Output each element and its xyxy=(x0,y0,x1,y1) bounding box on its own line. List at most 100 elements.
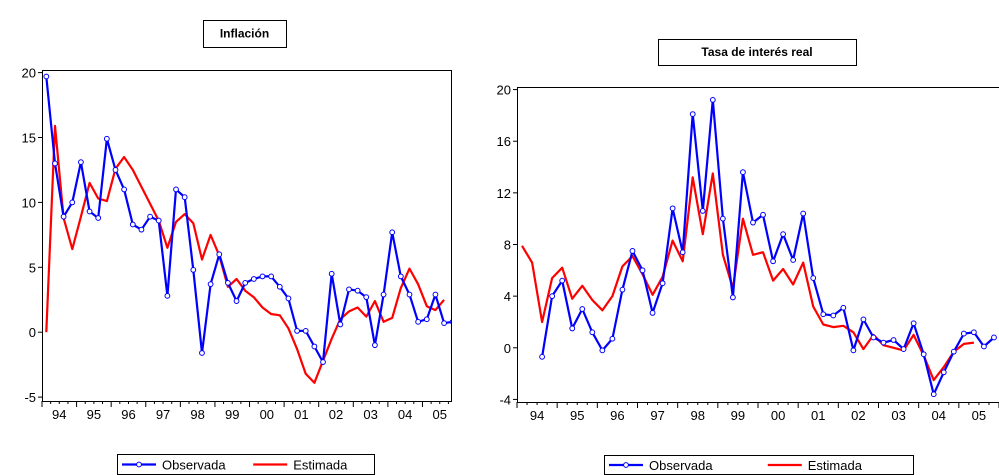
inflacion-y-tick-label: 15 xyxy=(22,130,36,145)
tasa-interes-x-tick-label: 95 xyxy=(570,408,584,423)
inflacion-x-tick-label: 95 xyxy=(87,407,101,422)
tasa-interes-point xyxy=(629,248,636,254)
inflacion-legend-observada-marker xyxy=(136,461,142,468)
inflacion-point xyxy=(432,291,439,298)
tasa-interes-point xyxy=(850,347,857,354)
inflacion-point xyxy=(346,286,352,293)
inflacion-point xyxy=(259,273,266,280)
inflacion-point xyxy=(354,287,361,294)
inflacion-x-tick-label: 99 xyxy=(225,407,239,422)
inflacion-point xyxy=(406,291,413,298)
tasa-interes-point xyxy=(820,311,827,318)
tasa-interes-point xyxy=(539,353,546,360)
inflacion-point xyxy=(78,159,84,166)
inflacion-title-box xyxy=(203,20,287,48)
inflacion-y-tick-label: 10 xyxy=(22,195,36,210)
inflacion-point xyxy=(147,213,153,220)
inflacion-point xyxy=(423,316,430,323)
tasa-interes-line-estimada xyxy=(521,172,975,382)
inflacion-point xyxy=(95,215,102,221)
inflacion-point xyxy=(138,226,145,233)
tasa-interes-point xyxy=(689,111,696,118)
tasa-interes-point xyxy=(770,258,776,265)
tasa-interes-x-tick-label: 96 xyxy=(610,408,624,423)
inflacion-point xyxy=(380,291,387,298)
tasa-interes-legend-observada-label: Observada xyxy=(649,458,713,473)
inflacion-point xyxy=(43,73,50,80)
inflacion-point xyxy=(415,318,422,325)
tasa-interes-point xyxy=(950,348,957,355)
inflacion-point xyxy=(181,194,188,201)
tasa-interes-point xyxy=(910,320,917,327)
tasa-interes-point xyxy=(679,249,686,256)
tasa-interes-point xyxy=(790,257,797,263)
tasa-interes-point xyxy=(840,304,847,311)
tasa-interes-point xyxy=(900,346,907,352)
tasa-interes-point xyxy=(800,210,807,217)
tasa-interes-point xyxy=(729,294,736,301)
tasa-interes-x-tick-label: 00 xyxy=(771,408,785,423)
tasa-interes-point xyxy=(750,219,756,226)
tasa-interes-y-tick-label: 20 xyxy=(497,83,511,98)
tasa-interes-point xyxy=(609,335,616,342)
tasa-interes-series-observada xyxy=(539,97,997,398)
tasa-interes-point xyxy=(970,329,977,336)
inflacion-x-tick-label: 04 xyxy=(398,407,412,422)
tasa-interes-legend-estimada-label: Estimada xyxy=(808,458,863,473)
inflacion-point xyxy=(164,292,171,299)
tasa-interes-point xyxy=(599,347,606,354)
tasa-interes-y-tick-label: 8 xyxy=(504,238,511,253)
tasa-interes-point xyxy=(780,231,787,238)
inflacion-point xyxy=(302,328,309,334)
inflacion-point xyxy=(389,229,396,236)
tasa-interes-point xyxy=(719,215,726,222)
tasa-interes-x-tick-label: 01 xyxy=(811,408,825,423)
inflacion-point xyxy=(190,266,197,273)
tasa-interes-point xyxy=(659,280,666,287)
inflacion-x-tick-label: 03 xyxy=(363,407,377,422)
inflacion-point xyxy=(233,298,240,304)
tasa-interes-point xyxy=(981,343,987,350)
tasa-interes-point xyxy=(559,277,566,284)
tasa-interes-point xyxy=(940,369,947,376)
tasa-interes-point xyxy=(740,169,746,176)
inflacion-point xyxy=(86,208,93,215)
inflacion-point xyxy=(60,213,67,220)
inflacion-point xyxy=(173,186,179,193)
inflacion-point xyxy=(121,186,128,193)
tasa-interes-point xyxy=(639,267,646,274)
tasa-interes-title: Tasa de interés real xyxy=(701,45,812,59)
tasa-interes-x-tick-label: 97 xyxy=(650,408,664,423)
inflacion-point xyxy=(69,199,76,206)
tasa-interes-title-box xyxy=(658,39,857,66)
inflacion-point xyxy=(449,319,451,325)
inflacion-point xyxy=(285,295,292,302)
tasa-interes-point xyxy=(930,391,937,398)
tasa-interes-series-estimada xyxy=(521,172,975,382)
tasa-interes-point xyxy=(619,286,626,293)
tasa-interes-point xyxy=(860,316,867,323)
tasa-interes-x-tick-label: 04 xyxy=(932,408,946,423)
tasa-interes-x-tick-label: 02 xyxy=(851,408,865,423)
inflacion-point xyxy=(397,273,404,280)
inflacion-point xyxy=(207,281,214,288)
tasa-interes-point xyxy=(991,334,997,341)
inflacion-line-estimada xyxy=(45,124,445,384)
inflacion-x-tick-label: 97 xyxy=(156,407,170,422)
tasa-interes-y-tick-label: 4 xyxy=(504,289,511,304)
inflacion-point xyxy=(328,270,335,277)
tasa-interes-point xyxy=(880,339,887,346)
tasa-interes-point xyxy=(589,329,596,336)
inflacion-plot-frame xyxy=(42,70,452,402)
inflacion-point xyxy=(250,276,257,282)
inflacion-series-observada xyxy=(43,73,451,365)
tasa-interes-point xyxy=(810,275,817,281)
inflacion-point xyxy=(225,279,231,286)
tasa-interes-line-observada xyxy=(541,98,995,396)
tasa-interes-x-tick-label: 05 xyxy=(972,408,986,423)
tasa-interes-point xyxy=(709,97,716,103)
tasa-interes-y-tick-label: 0 xyxy=(504,341,511,356)
inflacion-point xyxy=(294,328,300,334)
inflacion-x-tick-label: 96 xyxy=(121,407,135,422)
